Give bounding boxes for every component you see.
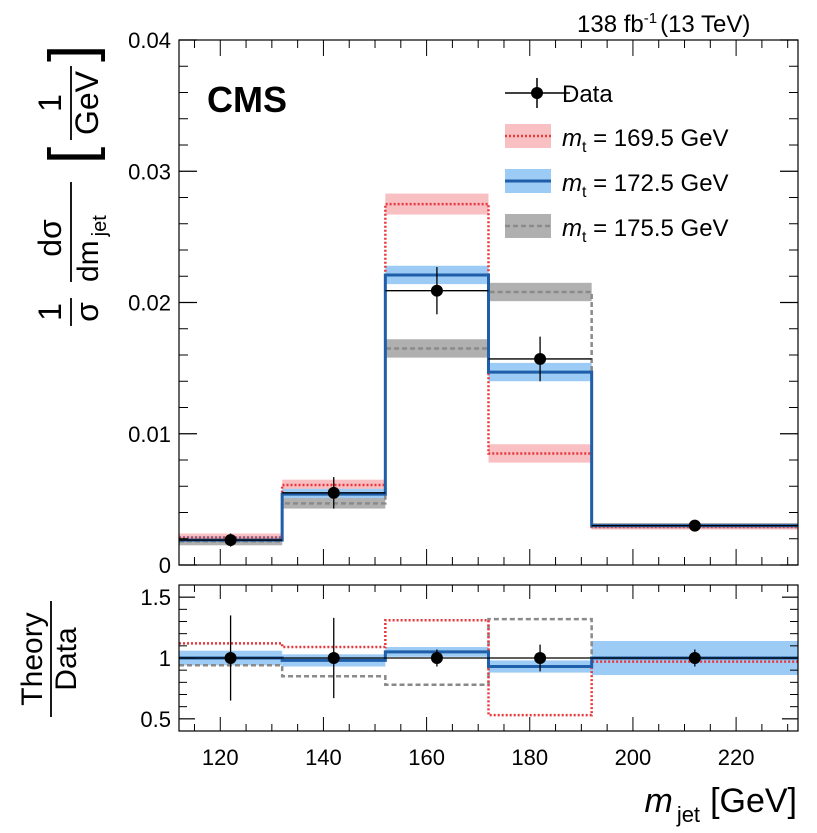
cms-label: CMS [207, 79, 287, 120]
ylabel-dm: dmjet [72, 215, 111, 282]
main-ytick-label-0: 0 [159, 553, 171, 578]
main-line-s1 [179, 273, 798, 542]
legend-sub-1755: t [582, 229, 587, 246]
legend-label-1725: mt = 172.5 GeV [562, 170, 729, 201]
legend-swatch-1755 [505, 214, 551, 238]
legend-rest-1725: = 172.5 GeV [586, 170, 728, 197]
ratio-frame [178, 584, 799, 732]
energy-label: (13 TeV) [660, 11, 750, 38]
ylabel-unit-num: 1 [32, 94, 68, 112]
legend-band-1695 [505, 124, 551, 148]
legend-rest-1695: = 169.5 GeV [586, 125, 728, 152]
main-data-point-2 [430, 284, 443, 297]
ratio-data-points [179, 615, 798, 701]
ratio-line-s2 [179, 617, 798, 687]
legend-data-label: Data [562, 81, 613, 108]
ylabel-one: 1 [32, 303, 68, 321]
legend-var-1755: m [562, 215, 582, 242]
legend-data-point [531, 87, 543, 99]
main-frame [178, 39, 799, 566]
main-panel: 00.010.020.030.04 CMS Data mt = 169.5 Ge… [128, 28, 799, 578]
main-data-point-1 [327, 486, 340, 499]
ratio-ytick-label-1: 1 [159, 646, 171, 671]
xtick-label-5: 220 [718, 745, 755, 770]
main-data-point-3 [534, 352, 547, 365]
xtick-label-2: 160 [408, 745, 445, 770]
lumi-label: 138 fb-1 (13 TeV) [577, 10, 750, 38]
lumi-exponent: -1 [644, 10, 657, 27]
xlabel-var: m [644, 782, 672, 820]
legend-var-1725: m [562, 170, 582, 197]
ylabel-dsigma: dσ [32, 219, 68, 257]
xtick-label-1: 140 [305, 745, 342, 770]
legend-label-1695: mt = 169.5 GeV [562, 125, 729, 156]
ylabel-bracket-close: ] [37, 45, 106, 62]
main-ytick-label-2: 0.02 [128, 291, 171, 316]
main-data-point-0 [224, 534, 237, 547]
main-ytick-label-4: 0.04 [128, 28, 171, 53]
ratio-ylabel-theory: Theory [16, 612, 49, 705]
ratio-y-axis-label: Theory Data [16, 601, 83, 717]
ylabel-sigma: σ [69, 302, 105, 322]
main-band-s0-b2 [385, 193, 489, 215]
ylabel-unit-den: GeV [69, 70, 105, 135]
ratio-ytick-label-0: 0.5 [140, 707, 171, 732]
legend-data-marker [505, 78, 570, 108]
main-ytick-label-1: 0.01 [128, 422, 171, 447]
ylabel-bracket-open: [ [37, 147, 106, 164]
xlabel-sub: jet [676, 802, 700, 827]
legend-rest-1755: = 175.5 GeV [586, 215, 728, 242]
x-axis-label: m jet [GeV] [644, 782, 797, 827]
main-lines [179, 202, 798, 543]
ylabel-dm-text: dm [72, 240, 105, 282]
main-ticks: 0 0.01 0.02 0.03 0.04 [128, 28, 798, 578]
xtick-label-4: 200 [615, 745, 652, 770]
legend-band-1755 [505, 214, 551, 238]
ratio-data-point-4 [688, 652, 701, 664]
ratio-panel: 0.5 1 1.5 120 140 160 180 200 220 [140, 584, 799, 770]
main-y-axis-label: 1 σ dσ dmjet [ 1 GeV ] [32, 45, 111, 326]
ratio-data-point-0 [224, 652, 237, 664]
lumi-value: 138 fb [577, 11, 644, 38]
ratio-ylabel-data: Data [50, 627, 83, 691]
ratio-data-point-2 [430, 652, 443, 664]
xtick-label-0: 120 [202, 745, 239, 770]
legend-sub-1725: t [582, 184, 587, 201]
main-data-points [179, 267, 798, 547]
ylabel-dm-sub: jet [89, 215, 111, 238]
legend-var-1695: m [562, 125, 582, 152]
main-data-point-4 [688, 519, 701, 532]
legend: Data mt = 169.5 GeV mt = 172.5 GeV mt = … [505, 78, 729, 246]
xlabel-unit: [GeV] [710, 782, 797, 820]
xtick-label-3: 180 [511, 745, 548, 770]
legend-label-1755: mt = 175.5 GeV [562, 215, 729, 246]
ratio-line-s0 [179, 619, 798, 717]
main-band-s0-b3 [488, 444, 592, 463]
main-ytick-label-3: 0.03 [128, 159, 171, 184]
ratio-data-point-1 [327, 652, 340, 664]
legend-swatch-1695 [505, 124, 551, 148]
legend-swatch-1725 [505, 169, 551, 193]
ratio-ticks: 0.5 1 1.5 120 140 160 180 200 220 [140, 585, 798, 770]
ratio-data-point-3 [534, 652, 547, 664]
ratio-ytick-label-2: 1.5 [140, 585, 171, 610]
legend-sub-1695: t [582, 139, 587, 156]
